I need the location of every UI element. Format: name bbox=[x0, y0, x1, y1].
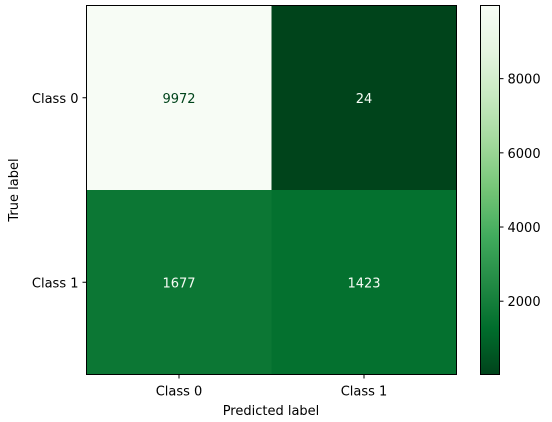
x-tick-label: Class 1 bbox=[341, 385, 388, 400]
colorbar-tick-label: 4000 bbox=[508, 221, 541, 236]
heatmap-cell bbox=[86, 5, 272, 191]
heatmap-cell-labels: 9972 24 1677 1423 bbox=[162, 92, 380, 292]
cell-value-label: 1423 bbox=[347, 276, 380, 291]
colorbar-tick-label: 8000 bbox=[508, 73, 541, 88]
plot-frame bbox=[86, 5, 457, 375]
x-tick-label: Class 0 bbox=[156, 385, 203, 400]
heatmap-cell bbox=[271, 5, 457, 191]
colorbar bbox=[480, 5, 500, 375]
x-axis-title: Predicted label bbox=[223, 404, 320, 419]
y-tick-label: Class 0 bbox=[32, 92, 79, 107]
heatmap-cell bbox=[86, 190, 272, 375]
colorbar-tick-label: 2000 bbox=[508, 295, 541, 310]
x-axis-ticks: Class 0 Class 1 bbox=[156, 374, 388, 400]
heatmap-cells bbox=[86, 5, 457, 375]
y-tick-label: Class 1 bbox=[32, 276, 79, 291]
colorbar-ticks: 2000 4000 6000 8000 bbox=[499, 73, 541, 310]
cell-value-label: 24 bbox=[356, 92, 373, 107]
colorbar-tick-label: 6000 bbox=[508, 147, 541, 162]
heatmap-cell bbox=[271, 190, 457, 375]
y-axis-ticks: Class 0 Class 1 bbox=[32, 92, 87, 291]
cell-value-label: 9972 bbox=[162, 92, 195, 107]
y-axis-title: True label bbox=[7, 158, 22, 222]
cell-value-label: 1677 bbox=[162, 276, 195, 291]
